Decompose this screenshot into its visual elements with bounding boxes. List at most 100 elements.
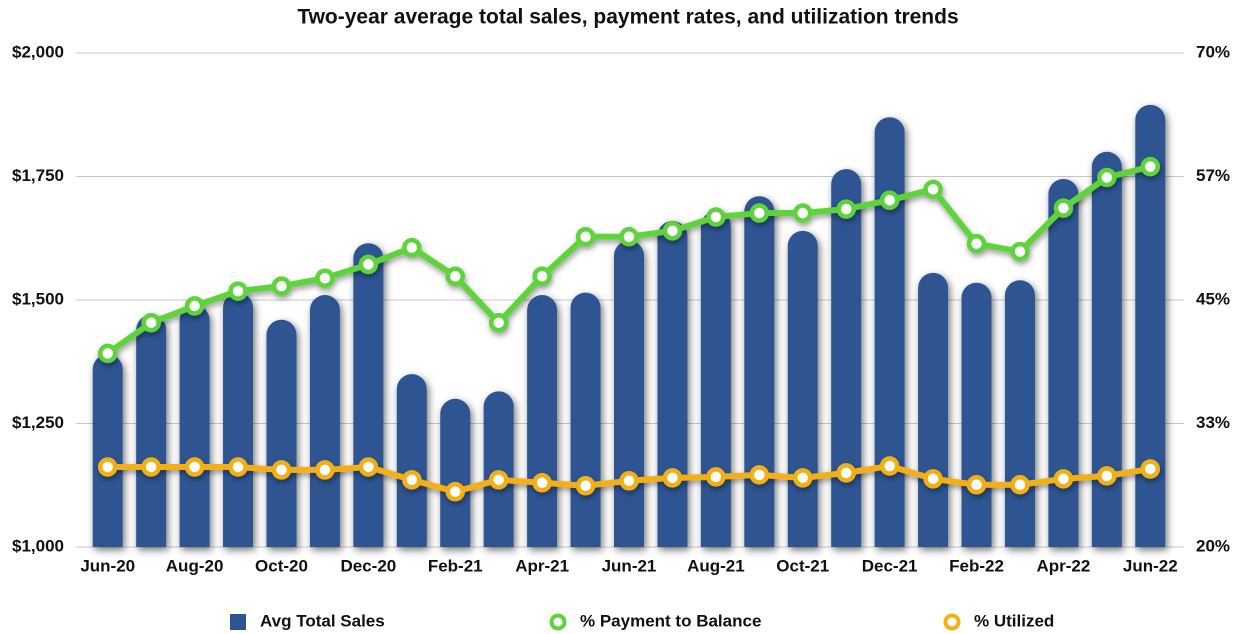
point [749, 203, 770, 223]
x-tick-label: Aug-20 [166, 556, 224, 575]
point [141, 312, 161, 333]
bar [1048, 178, 1079, 547]
point [619, 227, 639, 247]
x-tick-label: Oct-21 [776, 556, 829, 575]
point [923, 469, 943, 489]
point [793, 468, 813, 488]
legend-swatch [943, 613, 961, 631]
x-tick-label: Feb-22 [949, 556, 1004, 575]
bar [787, 230, 818, 547]
x-tick-label: Jun-22 [1123, 556, 1178, 575]
legend-label: Avg Total Sales [260, 611, 385, 630]
y2-tick-label: 57% [1196, 166, 1230, 185]
bar-series [92, 104, 1166, 548]
point [1053, 198, 1074, 218]
point [879, 456, 900, 476]
bar [918, 272, 949, 547]
bar [266, 319, 297, 547]
y-tick-label: $1,250 [12, 413, 64, 432]
point [445, 481, 465, 502]
bar [874, 117, 905, 547]
point [358, 457, 379, 477]
bar [614, 240, 644, 547]
bar [570, 292, 601, 547]
x-tick-label: Aug-21 [687, 556, 745, 575]
point [836, 463, 856, 483]
point [97, 457, 118, 477]
point [879, 190, 900, 210]
point [1097, 466, 1117, 486]
bar [744, 196, 775, 547]
point [706, 467, 726, 487]
point [662, 221, 683, 241]
point [402, 237, 422, 258]
point [793, 203, 813, 223]
y2-tick-label: 20% [1196, 536, 1230, 555]
y-tick-label: $1,000 [12, 536, 64, 555]
point [402, 470, 422, 490]
point [271, 460, 292, 480]
y2-tick-label: 70% [1196, 42, 1230, 61]
point [532, 266, 552, 287]
chart-title: Two-year average total sales, payment ra… [297, 6, 958, 29]
point [184, 457, 205, 477]
point [923, 179, 943, 200]
point [706, 207, 726, 227]
point [315, 268, 335, 289]
point [749, 465, 770, 485]
bar [1004, 280, 1035, 547]
bar [179, 304, 210, 547]
bar [483, 391, 514, 547]
bar [440, 398, 471, 547]
point [1097, 167, 1117, 188]
line-series [97, 456, 1161, 502]
point [575, 475, 596, 496]
bar [136, 314, 167, 547]
bar [831, 169, 862, 547]
point [662, 468, 683, 488]
point [836, 199, 856, 219]
y2-tick-label: 33% [1196, 413, 1230, 432]
point [619, 471, 639, 491]
point [1140, 459, 1161, 479]
point [1010, 475, 1030, 495]
y-tick-label: $2,000 [12, 42, 64, 61]
point [1053, 469, 1074, 489]
point [1140, 156, 1161, 177]
bar [353, 243, 384, 548]
bar [700, 211, 731, 547]
point [488, 312, 509, 333]
bar [223, 292, 254, 547]
legend-label: % Payment to Balance [580, 611, 761, 630]
point [532, 473, 552, 493]
y-tick-label: $1,750 [12, 166, 64, 185]
point [488, 470, 509, 490]
bar [961, 282, 992, 547]
x-tick-label: Apr-22 [1036, 556, 1090, 575]
x-tick-label: Dec-21 [862, 556, 918, 575]
line-series [97, 156, 1161, 364]
point [97, 343, 118, 364]
x-tick-label: Jun-21 [602, 556, 657, 575]
bar [657, 220, 688, 547]
point [966, 233, 987, 254]
legend-label: % Utilized [974, 611, 1054, 630]
point [1010, 241, 1030, 262]
x-tick-label: Dec-20 [340, 556, 396, 575]
x-tick-label: Apr-21 [515, 556, 569, 575]
bar [309, 295, 340, 547]
point [315, 460, 335, 480]
point [228, 457, 248, 477]
point [575, 227, 596, 247]
point [141, 457, 161, 477]
y2-tick-label: 45% [1196, 289, 1230, 308]
point [445, 266, 465, 287]
point [184, 296, 205, 316]
point [228, 281, 248, 301]
bar [396, 374, 427, 547]
bar [1091, 151, 1122, 547]
legend-swatch [549, 613, 567, 631]
point [271, 276, 292, 296]
legend-swatch [230, 614, 246, 630]
